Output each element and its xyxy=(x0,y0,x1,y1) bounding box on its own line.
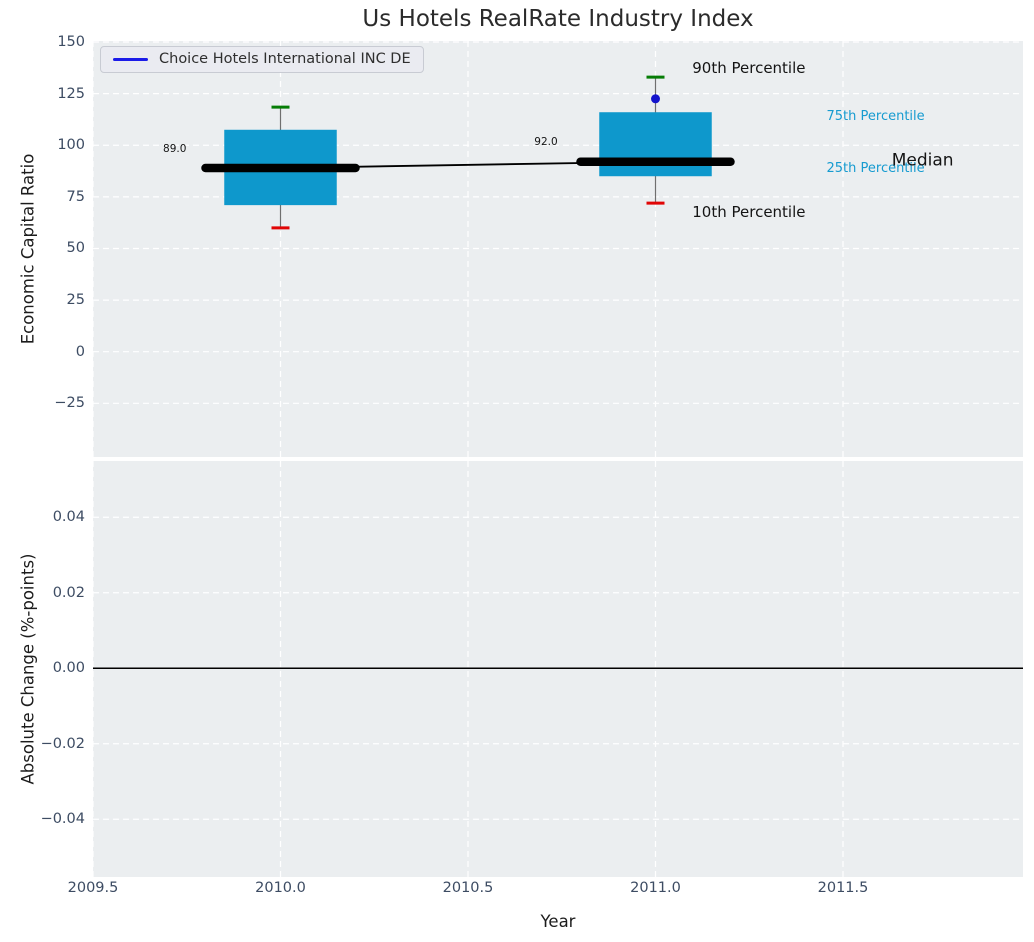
box-2011 xyxy=(599,112,712,177)
bottom-panel-plot xyxy=(93,461,1023,877)
y-tick-label: 25 xyxy=(66,292,85,309)
x-tick-label: 2010.5 xyxy=(442,880,494,896)
x-tick-label: 2009.5 xyxy=(67,880,119,896)
legend-label: Choice Hotels International INC DE xyxy=(159,51,411,67)
chart-title: Us Hotels RealRate Industry Index xyxy=(362,6,754,32)
y-tick-label: 125 xyxy=(57,85,85,102)
y-tick-label: −0.02 xyxy=(40,735,85,752)
y-tick-label: 150 xyxy=(57,34,85,51)
legend-line-sample xyxy=(113,57,148,61)
y-tick-label: 100 xyxy=(57,137,85,154)
x-tick-label: 2011.0 xyxy=(630,880,681,896)
y-tick-label: 0.02 xyxy=(52,584,85,601)
top-panel: Choice Hotels International INC DE 90th … xyxy=(93,41,1023,457)
y-tick-label: 0 xyxy=(75,343,85,360)
y-tick-label: −25 xyxy=(54,395,85,412)
y-tick-label: 50 xyxy=(66,240,85,257)
x-tick-label: 2011.5 xyxy=(817,880,869,896)
x-tick-label: 2010.0 xyxy=(255,880,306,896)
y-tick-label: 0.00 xyxy=(52,660,85,677)
y-tick-label: 75 xyxy=(66,188,85,205)
y-tick-label: −0.04 xyxy=(40,811,85,828)
legend: Choice Hotels International INC DE xyxy=(100,46,424,73)
x-axis-label: Year xyxy=(540,912,576,931)
y-tick-label: 0.04 xyxy=(52,509,85,526)
company-point xyxy=(651,94,660,104)
bottom-panel xyxy=(93,461,1023,877)
top-panel-plot xyxy=(93,41,1023,457)
